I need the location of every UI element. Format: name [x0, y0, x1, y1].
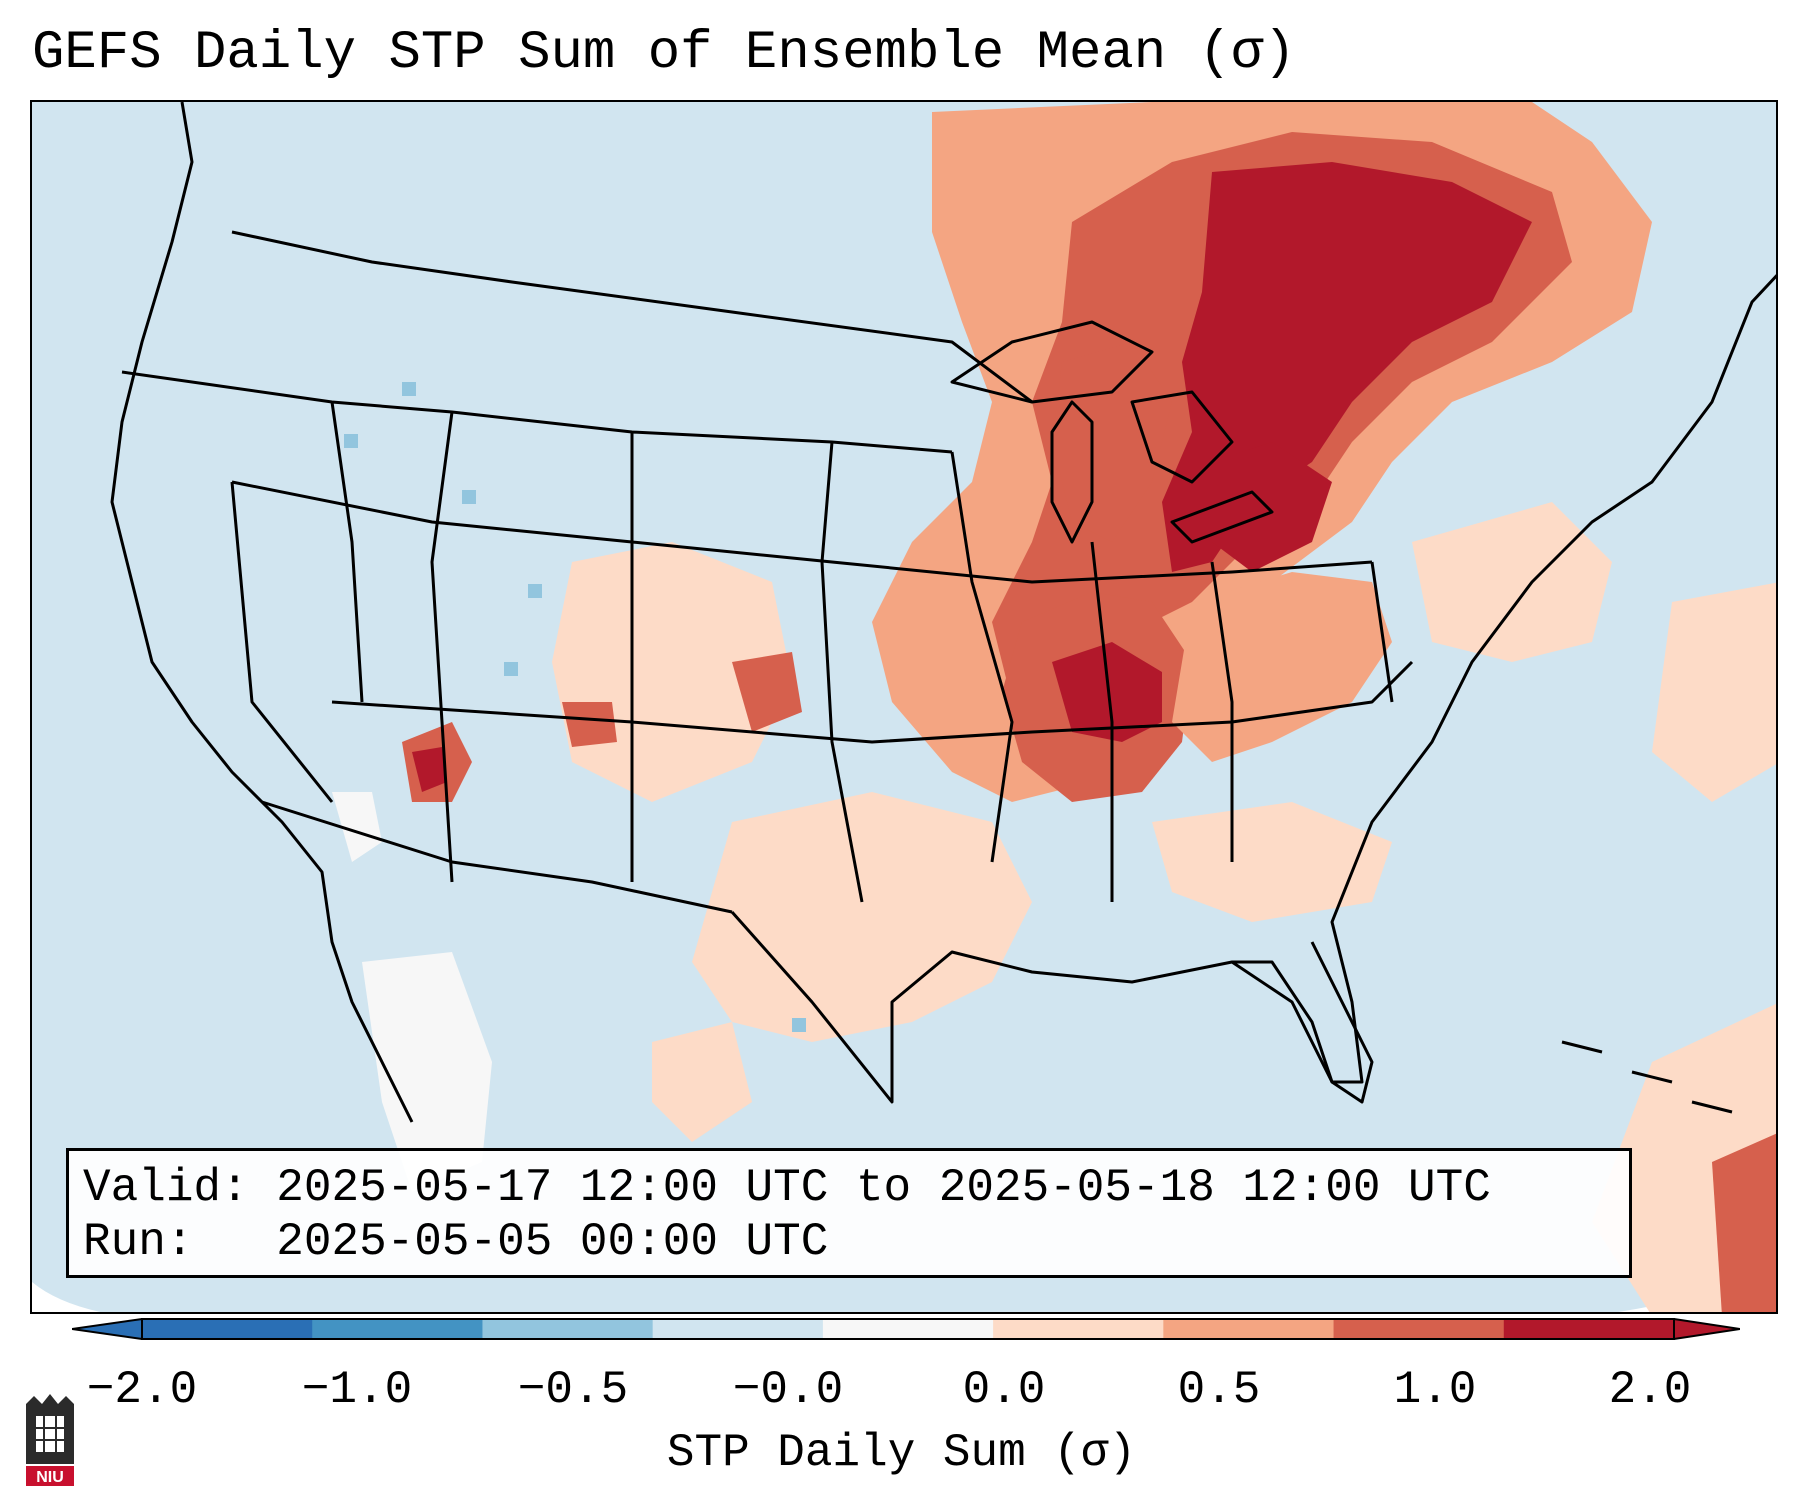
- caribbean-islands: [1561, 1040, 1733, 1114]
- anomaly-wisconsin-deep: [1052, 342, 1172, 542]
- lake-huron: [1130, 390, 1234, 484]
- valid-label: Valid:: [83, 1162, 249, 1214]
- colorbar-tick-1: −1.0: [301, 1364, 413, 1416]
- central-states-border: [231, 480, 1373, 584]
- lake-michigan: [1050, 400, 1094, 544]
- colorbar-extend-low: [72, 1318, 143, 1340]
- map-title: GEFS Daily STP Sum of Ensemble Mean (σ): [32, 23, 1296, 84]
- colorbar-tick-4: 0.0: [962, 1364, 1046, 1416]
- anomaly-baja-neutral: [332, 792, 382, 862]
- anomaly-newmexico: [562, 702, 617, 747]
- us-canada-border: [231, 230, 1033, 404]
- logo-window-grid: [36, 1416, 64, 1452]
- colorbar-segment: [652, 1319, 824, 1339]
- run-value: 2025-05-05 00:00 UTC: [276, 1216, 829, 1268]
- anomaly-colorado-deep: [732, 652, 802, 732]
- florida-coast: [1232, 941, 1374, 1104]
- colorbar: [72, 1318, 1740, 1340]
- colorbar-segment: [822, 1319, 994, 1339]
- anomaly-tennessee-valley: [1152, 802, 1392, 922]
- state-line-4: [950, 451, 1014, 863]
- anomaly-negative-3: [462, 490, 476, 504]
- logo-window: [36, 1416, 64, 1452]
- state-line-7: [1370, 561, 1394, 703]
- colorbar-segment: [312, 1319, 483, 1339]
- state-line-6: [1210, 561, 1234, 862]
- state-line-3: [820, 441, 864, 903]
- northern-states-border: [121, 370, 953, 454]
- anomaly-northeast-light: [1412, 502, 1612, 662]
- anomaly-atlantic: [1652, 582, 1776, 802]
- lake-erie: [1170, 490, 1274, 544]
- valid-run-info: Valid: 2025-05-17 12:00 UTC to 2025-05-1…: [66, 1148, 1632, 1278]
- map-canvas: [32, 102, 1776, 1312]
- colorbar-segment: [482, 1319, 654, 1339]
- niu-logo: NIU: [26, 1394, 74, 1486]
- southern-border: [261, 800, 733, 914]
- logo-text: NIU: [36, 1469, 64, 1486]
- anomaly-negative-6: [792, 1018, 806, 1032]
- colorbar-label: STP Daily Sum (σ): [666, 1427, 1137, 1479]
- colorbar-segment: [1503, 1319, 1675, 1339]
- run-label: Run:: [83, 1216, 194, 1268]
- colorbar-tick-2: −0.5: [517, 1364, 629, 1416]
- colorbar-tick-5: 0.5: [1177, 1364, 1261, 1416]
- state-line-5: [1090, 541, 1114, 902]
- gulf-coast: [730, 274, 1776, 1104]
- anomaly-negative-2: [344, 434, 358, 448]
- colorbar-tick-3: −0.0: [732, 1364, 844, 1416]
- colorbar-extend-high: [1673, 1318, 1740, 1340]
- lake-superior: [950, 320, 1154, 404]
- colorbar-segment: [1163, 1319, 1335, 1339]
- west-coastline: [110, 102, 414, 1123]
- anomaly-ohio-valley: [1172, 572, 1392, 762]
- map-panel: [30, 100, 1778, 1314]
- anomaly-negative-1: [402, 382, 416, 396]
- anomaly-mexico-light: [652, 1022, 752, 1142]
- anomaly-negative-4: [528, 584, 542, 598]
- anomaly-midmiss-max: [1052, 642, 1162, 742]
- state-line-9: [330, 401, 364, 703]
- anomaly-michigan-max: [1212, 442, 1332, 572]
- anomaly-mexico-neutral: [362, 952, 492, 1192]
- colorbar-segment: [1333, 1319, 1505, 1339]
- anomaly-caribbean-deep: [1712, 1133, 1776, 1312]
- colorbar-segment: [993, 1319, 1164, 1339]
- anomaly-southern-plains: [692, 792, 1032, 1042]
- colorbar-segments: [72, 1318, 1740, 1340]
- state-line-8: [230, 481, 334, 803]
- colorbar-tick-6: 1.0: [1393, 1364, 1477, 1416]
- anomaly-arizona-max: [412, 747, 447, 792]
- colorbar-tick-0: −2.0: [86, 1364, 198, 1416]
- borders-layer: [110, 102, 1776, 1123]
- colorbar-tick-7: 2.0: [1608, 1364, 1692, 1416]
- colorbar-segment: [142, 1319, 313, 1339]
- logo-banner: [26, 1466, 74, 1486]
- state-line-1: [430, 411, 454, 883]
- anomaly-layer: [332, 102, 1776, 1312]
- colorbar-outline: [141, 1318, 1675, 1340]
- anomaly-negative-5: [504, 662, 518, 676]
- valid-value: 2025-05-17 12:00 UTC to 2025-05-18 12:00…: [276, 1162, 1491, 1214]
